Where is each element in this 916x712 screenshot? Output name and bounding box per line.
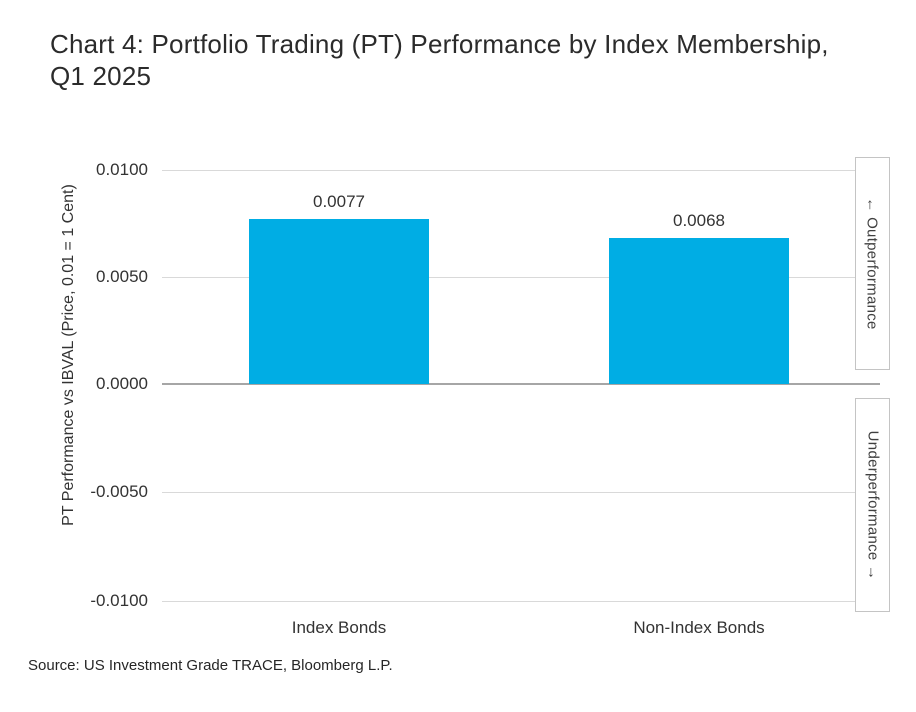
y-tick-neg0100: -0.0100 — [90, 591, 148, 610]
y-tick-0100: 0.0100 — [96, 160, 148, 179]
source-note: Source: US Investment Grade TRACE, Bloom… — [28, 657, 393, 674]
chart-title-line1: Chart 4: Portfolio Trading (PT) Performa… — [50, 29, 829, 59]
y-axis-label: PT Performance vs IBVAL (Price, 0.01 = 1… — [60, 184, 77, 526]
gridline-0100 — [162, 170, 855, 171]
category-label-index-bonds: Index Bonds — [291, 618, 387, 637]
gridline-neg0050 — [162, 492, 855, 493]
y-tick-neg0050: -0.0050 — [90, 482, 148, 501]
gridline-0050 — [162, 277, 855, 278]
category-label-non-index-bonds: Non-Index Bonds — [633, 618, 765, 637]
y-tick-0000: 0.0000 — [96, 374, 148, 393]
value-label-non-index-bonds: 0.0068 — [673, 211, 725, 230]
chart-title-line2: Q1 2025 — [50, 61, 152, 91]
outperformance-label: ← Outperformance — [864, 197, 882, 330]
underperformance-label: Underperformance → — [864, 430, 882, 580]
zero-axis-line — [162, 383, 880, 385]
underperformance-annotation-box: Underperformance → — [855, 398, 890, 612]
value-label-index-bonds: 0.0077 — [313, 192, 365, 211]
outperformance-annotation-box: ← Outperformance — [855, 157, 890, 370]
bar-non-index-bonds — [609, 238, 789, 384]
chart-title: Chart 4: Portfolio Trading (PT) Performa… — [50, 28, 890, 92]
gridline-neg0100 — [162, 601, 855, 602]
y-tick-0050: 0.0050 — [96, 267, 148, 286]
bar-index-bonds — [249, 219, 429, 384]
